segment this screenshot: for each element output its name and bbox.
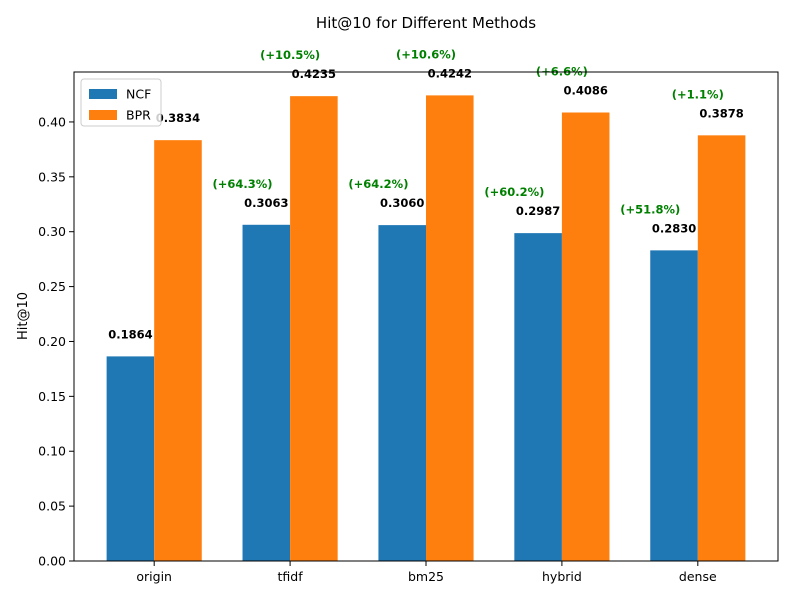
- bar-bpr-tfidf: [290, 96, 338, 562]
- value-label-bpr-dense: 0.3878: [699, 106, 743, 120]
- y-tick-label-0.10: 0.10: [38, 444, 66, 459]
- x-tick-label-tfidf: tfidf: [278, 569, 304, 584]
- legend-swatch-ncf: [89, 89, 117, 99]
- improvement-label-ncf-hybrid: (+60.2%): [484, 185, 544, 199]
- y-tick-label-0.35: 0.35: [38, 169, 66, 184]
- y-tick-label-0.15: 0.15: [38, 389, 66, 404]
- value-label-bpr-origin: 0.3834: [156, 111, 200, 125]
- legend: NCF BPR: [80, 78, 162, 127]
- labels-group: 0.1864 0.3834 0.3063 (+64.3%) 0.4235 (+10.5%)…: [108, 47, 744, 341]
- improvement-label-ncf-dense: (+51.8%): [620, 202, 680, 216]
- y-tick-label-0.40: 0.40: [38, 114, 66, 129]
- value-label-ncf-bm25: 0.3060: [380, 196, 424, 210]
- bar-bpr-bm25: [426, 95, 474, 562]
- improvement-label-bpr-bm25: (+10.6%): [396, 47, 456, 61]
- value-label-ncf-hybrid: 0.2987: [516, 204, 560, 218]
- improvement-label-ncf-tfidf: (+64.3%): [213, 177, 273, 191]
- bar-ncf-origin: [106, 356, 155, 561]
- bar-ncf-dense: [650, 250, 698, 561]
- legend-swatch-bpr: [89, 110, 117, 120]
- chart-title: Hit@10 for Different Methods: [316, 14, 536, 32]
- legend-label-ncf: NCF: [126, 87, 151, 102]
- value-label-bpr-tfidf: 0.4235: [292, 67, 336, 81]
- bars-group: [106, 95, 746, 562]
- value-label-bpr-hybrid: 0.4086: [563, 84, 607, 98]
- x-tick-label-origin: origin: [136, 569, 172, 584]
- improvement-label-ncf-bm25: (+64.2%): [348, 177, 408, 191]
- bar-bpr-dense: [697, 135, 746, 562]
- x-tick-label-bm25: bm25: [408, 569, 444, 584]
- bar-ncf-hybrid: [514, 233, 562, 561]
- axes-group: origin tfidf bm25 hybrid dense 0.00 0.05 0.10 0.…: [38, 71, 779, 584]
- bar-ncf-bm25: [378, 225, 426, 561]
- bar-ncf-tfidf: [242, 224, 291, 561]
- bar-bpr-origin: [154, 140, 202, 561]
- value-label-ncf-tfidf: 0.3063: [244, 196, 288, 210]
- value-label-bpr-bm25: 0.4242: [428, 66, 472, 80]
- value-label-ncf-origin: 0.1864: [108, 327, 152, 341]
- improvement-label-bpr-dense: (+1.1%): [672, 87, 724, 101]
- legend-label-bpr: BPR: [126, 108, 151, 123]
- value-label-ncf-dense: 0.2830: [652, 221, 696, 235]
- y-tick-label-0.05: 0.05: [38, 499, 66, 514]
- improvement-label-bpr-tfidf: (+10.5%): [260, 48, 320, 62]
- y-tick-label-0.20: 0.20: [38, 334, 66, 349]
- y-tick-label-0.00: 0.00: [38, 554, 66, 569]
- y-tick-label-0.25: 0.25: [38, 279, 66, 294]
- plot-frame: [73, 71, 779, 562]
- x-tick-label-dense: dense: [679, 569, 717, 584]
- x-tick-label-hybrid: hybrid: [542, 569, 582, 584]
- y-axis-label: Hit@10: [16, 292, 31, 340]
- bar-bpr-hybrid: [561, 112, 610, 562]
- y-tick-label-0.30: 0.30: [38, 224, 66, 239]
